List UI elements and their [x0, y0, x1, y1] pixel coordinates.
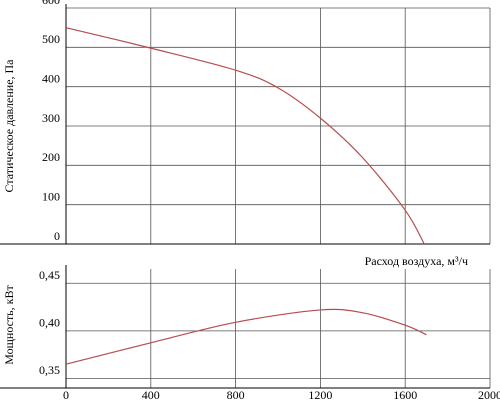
y-tick-label: 0 [54, 229, 60, 243]
x-tick-label: 0 [63, 388, 69, 402]
x-axis-title: Расход воздуха, м³/ч [365, 254, 468, 268]
y-tick-label: 400 [42, 71, 60, 85]
x-tick-label: 1600 [393, 388, 417, 402]
y-tick-label: 100 [42, 189, 60, 203]
y-axis-title: Мощность, кВт [2, 285, 16, 365]
y-tick-label: 500 [42, 32, 60, 46]
x-tick-label: 400 [142, 388, 160, 402]
curve [65, 308, 427, 365]
y-tick-label: 0,40 [39, 316, 60, 330]
y-tick-label: 0,45 [39, 268, 60, 282]
y-tick-label: 200 [42, 150, 60, 164]
x-tick-label: 1200 [308, 388, 332, 402]
y-tick-label: 300 [42, 111, 60, 125]
y-axis-title: Статическое давление, Па [2, 59, 16, 193]
y-tick-label: 0,35 [39, 363, 60, 377]
x-tick-label: 2000 [478, 388, 500, 402]
x-tick-label: 800 [227, 388, 245, 402]
y-tick-label: 600 [42, 0, 60, 7]
curve [65, 27, 425, 245]
